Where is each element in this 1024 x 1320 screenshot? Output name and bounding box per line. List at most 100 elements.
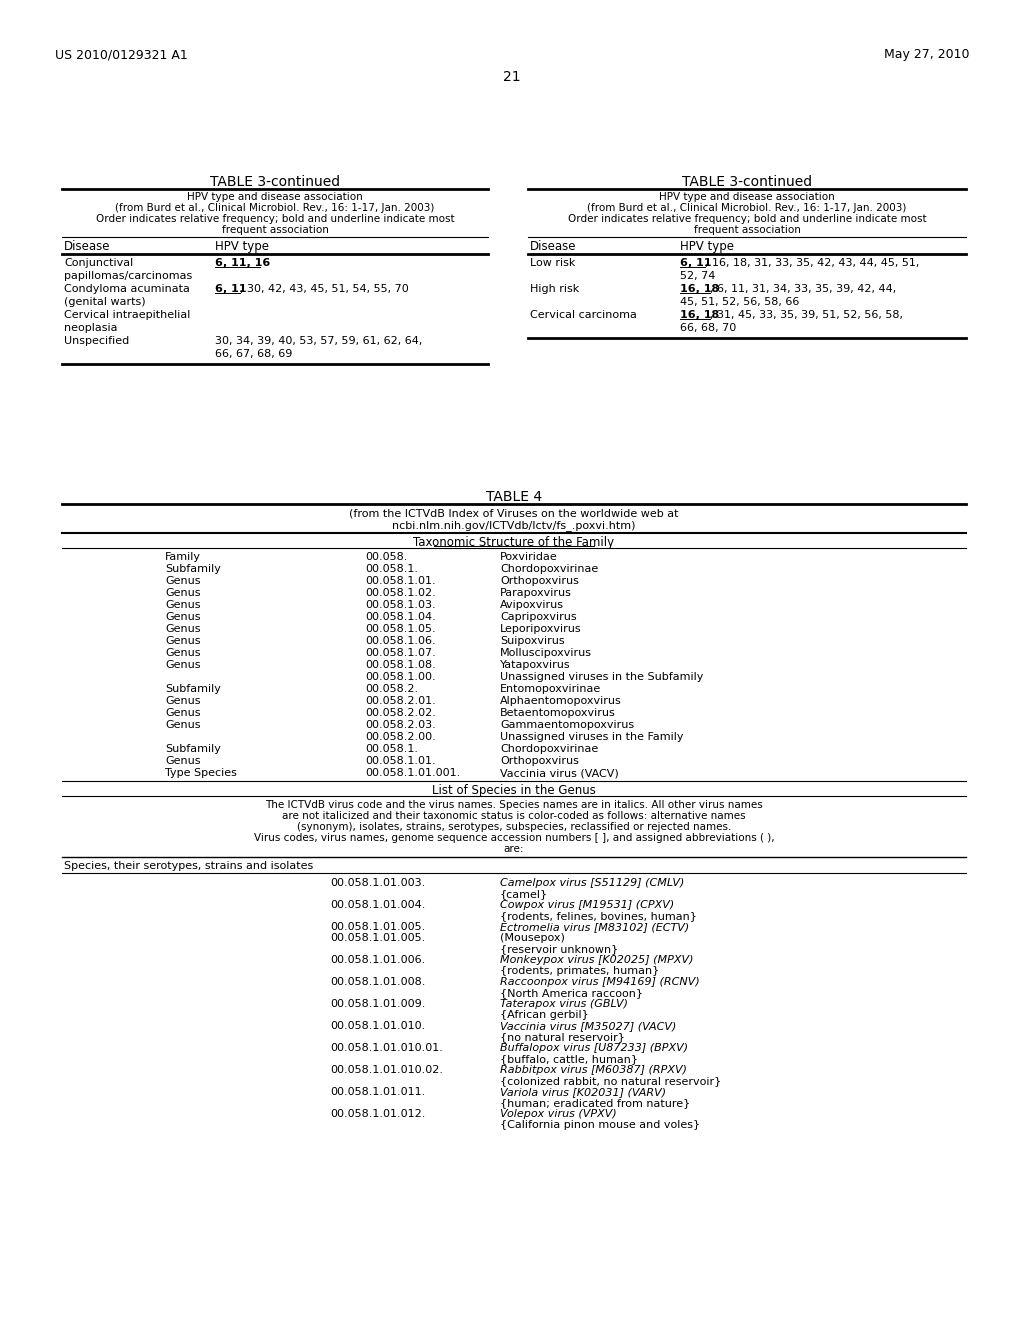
- Text: Unassigned viruses in the Subfamily: Unassigned viruses in the Subfamily: [500, 672, 703, 682]
- Text: Taterapox virus (GBLV): Taterapox virus (GBLV): [500, 999, 628, 1008]
- Text: 16, 18: 16, 18: [680, 284, 719, 294]
- Text: Genus: Genus: [165, 587, 201, 598]
- Text: Order indicates relative frequency; bold and underline indicate most: Order indicates relative frequency; bold…: [95, 214, 455, 224]
- Text: Vaccinia virus (VACV): Vaccinia virus (VACV): [500, 768, 618, 777]
- Text: frequent association: frequent association: [221, 224, 329, 235]
- Text: Virus codes, virus names, genome sequence accession numbers [ ], and assigned ab: Virus codes, virus names, genome sequenc…: [254, 833, 774, 843]
- Text: (from Burd et al., Clinical Microbiol. Rev., 16: 1-17, Jan. 2003): (from Burd et al., Clinical Microbiol. R…: [116, 203, 434, 213]
- Text: 00.058.1.01.009.: 00.058.1.01.009.: [330, 999, 425, 1008]
- Text: Genus: Genus: [165, 648, 201, 657]
- Text: {human; eradicated from nature}: {human; eradicated from nature}: [500, 1098, 690, 1107]
- Text: {rodents, primates, human}: {rodents, primates, human}: [500, 966, 659, 975]
- Text: 6, 11, 16: 6, 11, 16: [215, 257, 270, 268]
- Text: 66, 68, 70: 66, 68, 70: [680, 323, 736, 333]
- Text: Entomopoxvirinae: Entomopoxvirinae: [500, 684, 601, 694]
- Text: Disease: Disease: [530, 240, 577, 253]
- Text: 00.058.1.01.010.02.: 00.058.1.01.010.02.: [330, 1065, 443, 1074]
- Text: Parapoxvirus: Parapoxvirus: [500, 587, 571, 598]
- Text: Condyloma acuminata: Condyloma acuminata: [63, 284, 189, 294]
- Text: Betaentomopoxvirus: Betaentomopoxvirus: [500, 708, 615, 718]
- Text: 00.058.1.03.: 00.058.1.03.: [365, 601, 435, 610]
- Text: Raccoonpox virus [M94169] (RCNV): Raccoonpox virus [M94169] (RCNV): [500, 977, 699, 987]
- Text: TABLE 4: TABLE 4: [486, 490, 542, 504]
- Text: Gammaentomopoxvirus: Gammaentomopoxvirus: [500, 719, 634, 730]
- Text: 00.058.1.02.: 00.058.1.02.: [365, 587, 436, 598]
- Text: (Mousepox): (Mousepox): [500, 933, 565, 942]
- Text: 00.058.1.00.: 00.058.1.00.: [365, 672, 435, 682]
- Text: Disease: Disease: [63, 240, 111, 253]
- Text: TABLE 3-continued: TABLE 3-continued: [682, 176, 812, 189]
- Text: {buffalo, cattle, human}: {buffalo, cattle, human}: [500, 1053, 638, 1064]
- Text: 00.058.1.01.006.: 00.058.1.01.006.: [330, 954, 425, 965]
- Text: , 31, 45, 33, 35, 39, 51, 52, 56, 58,: , 31, 45, 33, 35, 39, 51, 52, 56, 58,: [710, 310, 903, 319]
- Text: Genus: Genus: [165, 708, 201, 718]
- Text: Genus: Genus: [165, 719, 201, 730]
- Text: Genus: Genus: [165, 696, 201, 706]
- Text: 00.058.1.01.012.: 00.058.1.01.012.: [330, 1109, 425, 1119]
- Text: TABLE 3-continued: TABLE 3-continued: [210, 176, 340, 189]
- Text: 00.058.1.01.003.: 00.058.1.01.003.: [330, 878, 425, 888]
- Text: 00.058.2.01.: 00.058.2.01.: [365, 696, 436, 706]
- Text: {African gerbil}: {African gerbil}: [500, 1010, 589, 1020]
- Text: 00.058.1.07.: 00.058.1.07.: [365, 648, 436, 657]
- Text: 00.058.2.: 00.058.2.: [365, 684, 418, 694]
- Text: 00.058.1.01.: 00.058.1.01.: [365, 756, 435, 766]
- Text: {camel}: {camel}: [500, 888, 548, 899]
- Text: The ICTVdB virus code and the virus names. Species names are in italics. All oth: The ICTVdB virus code and the virus name…: [265, 800, 763, 810]
- Text: HPV type: HPV type: [215, 240, 269, 253]
- Text: 00.058.1.01.008.: 00.058.1.01.008.: [330, 977, 425, 987]
- Text: 00.058.1.01.004.: 00.058.1.01.004.: [330, 900, 425, 909]
- Text: 45, 51, 52, 56, 58, 66: 45, 51, 52, 56, 58, 66: [680, 297, 800, 308]
- Text: Orthopoxvirus: Orthopoxvirus: [500, 756, 579, 766]
- Text: Genus: Genus: [165, 660, 201, 671]
- Text: May 27, 2010: May 27, 2010: [884, 48, 969, 61]
- Text: Chordopoxvirinae: Chordopoxvirinae: [500, 564, 598, 574]
- Text: , 16, 18, 31, 33, 35, 42, 43, 44, 45, 51,: , 16, 18, 31, 33, 35, 42, 43, 44, 45, 51…: [705, 257, 920, 268]
- Text: Suipoxvirus: Suipoxvirus: [500, 636, 564, 645]
- Text: {rodents, felines, bovines, human}: {rodents, felines, bovines, human}: [500, 911, 697, 921]
- Text: HPV type and disease association: HPV type and disease association: [187, 191, 362, 202]
- Text: Unspecified: Unspecified: [63, 337, 129, 346]
- Text: 00.058.1.04.: 00.058.1.04.: [365, 612, 436, 622]
- Text: Buffalopox virus [U87233] (BPXV): Buffalopox virus [U87233] (BPXV): [500, 1043, 688, 1053]
- Text: US 2010/0129321 A1: US 2010/0129321 A1: [55, 48, 187, 61]
- Text: neoplasia: neoplasia: [63, 323, 118, 333]
- Text: {North America raccoon}: {North America raccoon}: [500, 987, 643, 998]
- Text: Conjunctival: Conjunctival: [63, 257, 133, 268]
- Text: 00.058.2.02.: 00.058.2.02.: [365, 708, 436, 718]
- Text: 00.058.1.01.010.01.: 00.058.1.01.010.01.: [330, 1043, 442, 1053]
- Text: Order indicates relative frequency; bold and underline indicate most: Order indicates relative frequency; bold…: [567, 214, 927, 224]
- Text: are not italicized and their taxonomic status is color-coded as follows: alterna: are not italicized and their taxonomic s…: [283, 810, 745, 821]
- Text: 00.058.2.03.: 00.058.2.03.: [365, 719, 436, 730]
- Text: Genus: Genus: [165, 756, 201, 766]
- Text: Genus: Genus: [165, 636, 201, 645]
- Text: 00.058.1.01.: 00.058.1.01.: [365, 576, 435, 586]
- Text: Variola virus [K02031] (VARV): Variola virus [K02031] (VARV): [500, 1086, 667, 1097]
- Text: (synonym), isolates, strains, serotypes, subspecies, reclassified or rejected na: (synonym), isolates, strains, serotypes,…: [297, 822, 731, 832]
- Text: Taxonomic Structure of the Family: Taxonomic Structure of the Family: [414, 536, 614, 549]
- Text: Avipoxvirus: Avipoxvirus: [500, 601, 564, 610]
- Text: Camelpox virus [S51129] (CMLV): Camelpox virus [S51129] (CMLV): [500, 878, 684, 888]
- Text: 21: 21: [503, 70, 521, 84]
- Text: Leporipoxvirus: Leporipoxvirus: [500, 624, 582, 634]
- Text: Yatapoxvirus: Yatapoxvirus: [500, 660, 570, 671]
- Text: Genus: Genus: [165, 576, 201, 586]
- Text: Genus: Genus: [165, 624, 201, 634]
- Text: 00.058.1.01.010.: 00.058.1.01.010.: [330, 1020, 425, 1031]
- Text: Family: Family: [165, 552, 201, 562]
- Text: 00.058.1.01.005.: 00.058.1.01.005.: [330, 933, 425, 942]
- Text: frequent association: frequent association: [693, 224, 801, 235]
- Text: 6, 11: 6, 11: [215, 284, 247, 294]
- Text: papillomas/carcinomas: papillomas/carcinomas: [63, 271, 193, 281]
- Text: Type Species: Type Species: [165, 768, 237, 777]
- Text: High risk: High risk: [530, 284, 580, 294]
- Text: 00.058.1.: 00.058.1.: [365, 564, 418, 574]
- Text: are:: are:: [504, 843, 524, 854]
- Text: 30, 34, 39, 40, 53, 57, 59, 61, 62, 64,: 30, 34, 39, 40, 53, 57, 59, 61, 62, 64,: [215, 337, 422, 346]
- Text: Subfamily: Subfamily: [165, 564, 221, 574]
- Text: List of Species in the Genus: List of Species in the Genus: [432, 784, 596, 797]
- Text: 66, 67, 68, 69: 66, 67, 68, 69: [215, 348, 293, 359]
- Text: Species, their serotypes, strains and isolates: Species, their serotypes, strains and is…: [63, 861, 313, 871]
- Text: , 6, 11, 31, 34, 33, 35, 39, 42, 44,: , 6, 11, 31, 34, 33, 35, 39, 42, 44,: [710, 284, 896, 294]
- Text: (from Burd et al., Clinical Microbiol. Rev., 16: 1-17, Jan. 2003): (from Burd et al., Clinical Microbiol. R…: [588, 203, 906, 213]
